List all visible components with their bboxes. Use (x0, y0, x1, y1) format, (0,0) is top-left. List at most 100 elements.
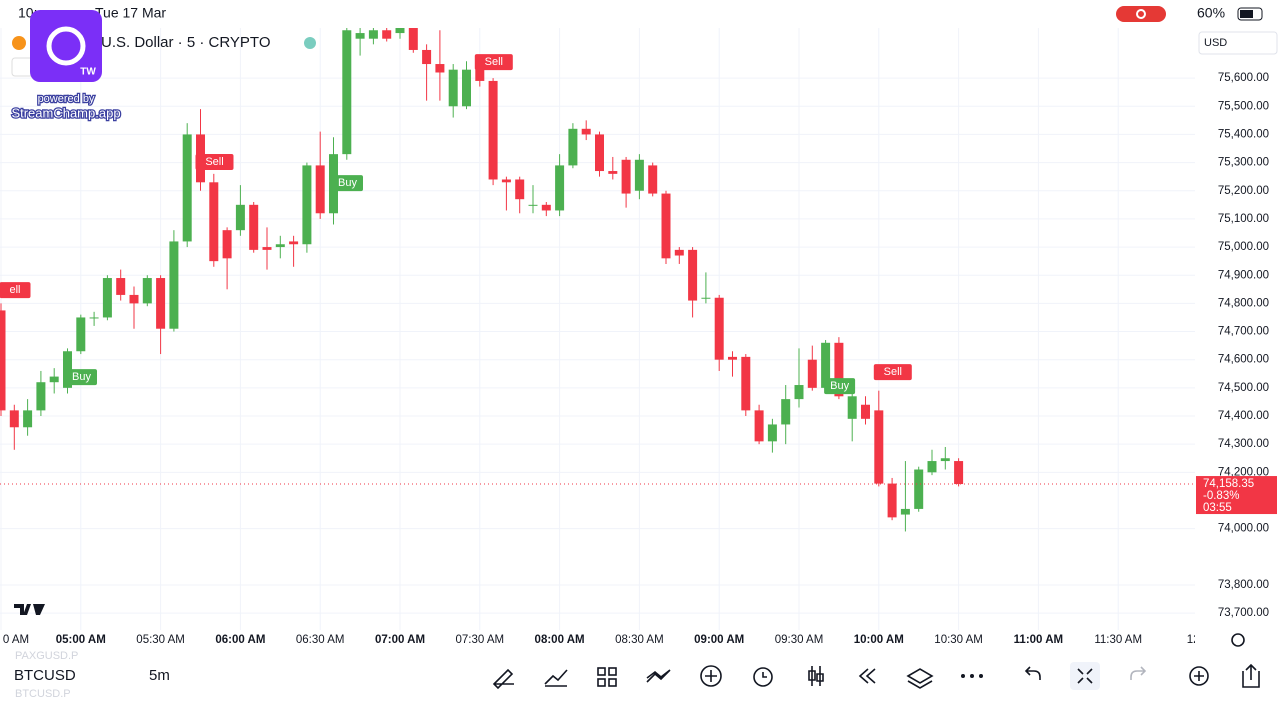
candle-body (49, 376, 59, 383)
alert-tool[interactable] (753, 667, 773, 687)
candle-body (435, 64, 445, 73)
candle-body (767, 424, 777, 442)
overlay-powered: powered by (38, 93, 95, 105)
last-price-box (1196, 476, 1277, 515)
signal-label: Buy (72, 371, 91, 383)
candle-body (289, 241, 299, 245)
signal-badge (824, 378, 856, 395)
y-tick-label: 74,400.00 (1218, 410, 1269, 422)
signal-badge (332, 175, 363, 192)
signal-badge (66, 369, 97, 386)
btc-icon (12, 36, 26, 50)
axis-settings[interactable] (1231, 633, 1245, 647)
candle-body (634, 159, 644, 191)
candle-body (834, 342, 844, 397)
draw-tool[interactable] (492, 668, 514, 690)
add-tool[interactable] (700, 665, 722, 687)
signal-badge (873, 364, 912, 381)
candle-body (914, 469, 924, 509)
battery-level: 60% (1197, 5, 1225, 21)
symbol-above: PAXGUSD.P (15, 650, 78, 662)
candle-body (462, 69, 471, 107)
candle-body (541, 204, 551, 211)
candle-body (714, 297, 724, 360)
price-change: -0.83% (1203, 490, 1239, 502)
candle-tool[interactable] (808, 666, 824, 686)
x-tick-label: 07:00 AM (375, 634, 425, 646)
y-tick-label: 75,300.00 (1218, 157, 1269, 169)
candle-body (821, 342, 831, 388)
candle-body (927, 461, 937, 473)
candle-body (741, 356, 751, 411)
layout-tool[interactable] (597, 667, 617, 687)
x-tick-label: 10:30 AM (934, 634, 983, 646)
layers-tool[interactable] (906, 668, 934, 689)
x-axis: 0 AM 05:00 AM 05:30 AM 06:00 AM 06:30 AM 07:0… (3, 634, 1195, 646)
more-tool[interactable] (961, 674, 983, 678)
candle-body (555, 165, 565, 211)
candle-body (674, 249, 684, 256)
candle-body (23, 410, 33, 428)
y-tick-label: 74,900.00 (1218, 269, 1269, 281)
y-tick-label: 75,200.00 (1218, 185, 1269, 197)
y-tick-label: 74,800.00 (1218, 297, 1269, 309)
candle-body (847, 396, 857, 419)
record-indicator (1116, 6, 1166, 22)
candle-body (302, 165, 312, 245)
signal-label: Buy (338, 177, 357, 189)
overlay-ring (46, 26, 86, 66)
symbol[interactable]: BTCUSD (14, 667, 76, 684)
candle-body (142, 278, 152, 304)
signal-badge (0, 282, 31, 299)
y-tick-label: 74,700.00 (1218, 326, 1269, 338)
bar-countdown: 03:55 (1203, 502, 1232, 514)
candle-body (342, 30, 352, 155)
signal-label: Sell (884, 366, 902, 378)
currency-select[interactable] (1198, 31, 1278, 55)
x-tick-label: 11:00 AM (1014, 634, 1063, 646)
symbol-title[interactable]: U.S. Dollar · 5 · CRYPTO (101, 34, 270, 51)
indicators-tool[interactable] (544, 669, 568, 687)
symbol-below: BTCUSD.P (15, 688, 71, 700)
undo[interactable] (1024, 666, 1041, 680)
candle-body (900, 508, 910, 515)
signal-label: Sell (485, 56, 503, 68)
candle-body (222, 230, 232, 259)
redo[interactable] (1130, 666, 1147, 680)
candle-body (728, 356, 737, 360)
y-tick-label: 73,700.00 (1218, 607, 1269, 619)
y-tick-label: 75,100.00 (1218, 213, 1269, 225)
candle-body (355, 33, 365, 39)
y-tick-label: 75,400.00 (1218, 128, 1269, 140)
overlay-badge: TW (80, 67, 96, 78)
candle-body (76, 317, 86, 352)
share[interactable] (1242, 663, 1260, 688)
candle-body (595, 134, 604, 172)
y-tick-label: 74,500.00 (1218, 382, 1269, 394)
fullscreen-bg (1070, 662, 1100, 690)
y-tick-label: 75,600.00 (1218, 72, 1269, 84)
y-tick-label: 74,600.00 (1218, 354, 1269, 366)
replay-tool[interactable] (858, 668, 876, 684)
x-tick-label: 05:30 AM (136, 634, 185, 646)
add-layout[interactable] (1189, 666, 1209, 686)
candle-body (262, 247, 272, 250)
fullscreen[interactable] (1077, 668, 1093, 684)
signal-label: Sell (205, 156, 223, 168)
candle-body (368, 30, 378, 39)
market-status (304, 37, 316, 49)
candle-body (408, 28, 418, 50)
candle-body (754, 410, 764, 442)
x-tick-label: 10:00 AM (854, 634, 904, 646)
y-tick-label: 75,000.00 (1218, 241, 1269, 253)
interval[interactable]: 5m (149, 667, 170, 684)
candle-body (169, 241, 179, 329)
y-tick-label: 74,000.00 (1218, 523, 1269, 535)
overlay-logo (30, 10, 102, 82)
candle-body (887, 483, 897, 518)
y-tick-label: 74,200.00 (1218, 466, 1269, 478)
candle-body (954, 461, 964, 485)
tv-logo (14, 604, 45, 615)
compare-tool[interactable] (646, 669, 671, 683)
